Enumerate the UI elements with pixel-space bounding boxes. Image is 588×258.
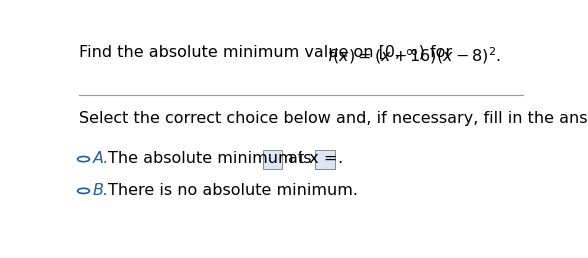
FancyBboxPatch shape bbox=[263, 150, 282, 169]
Text: There is no absolute minimum.: There is no absolute minimum. bbox=[108, 183, 358, 198]
Text: Select the correct choice below and, if necessary, fill in the answer boxes to c: Select the correct choice below and, if … bbox=[79, 111, 588, 126]
Text: at x =: at x = bbox=[288, 151, 338, 166]
Text: $f(x) = (x + 16)(x - 8)^{2}$.: $f(x) = (x + 16)(x - 8)^{2}$. bbox=[327, 45, 501, 66]
Text: .: . bbox=[337, 151, 342, 166]
Text: B.: B. bbox=[93, 183, 109, 198]
FancyBboxPatch shape bbox=[316, 150, 335, 169]
Text: Find the absolute minimum value on [0, ∞) for: Find the absolute minimum value on [0, ∞… bbox=[79, 45, 457, 60]
Text: A.: A. bbox=[93, 151, 109, 166]
Text: The absolute minimum is: The absolute minimum is bbox=[108, 151, 311, 166]
